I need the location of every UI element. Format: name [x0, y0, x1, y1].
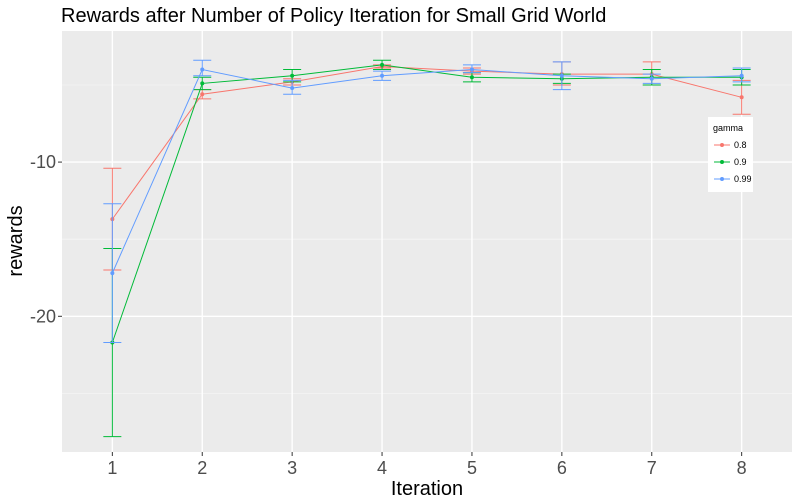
- x-tick-label: 3: [287, 458, 297, 478]
- plot-panel: [62, 31, 792, 452]
- series-line: [111, 68, 742, 274]
- data-point: [380, 73, 385, 78]
- data-point: [290, 73, 295, 78]
- axis-ticks: [58, 161, 743, 456]
- series-line: [111, 65, 742, 220]
- x-tick-label: 5: [467, 458, 477, 478]
- legend-title: gamma: [713, 123, 743, 133]
- data-point: [649, 76, 654, 81]
- data-point: [380, 62, 385, 67]
- legend-label: 0.9: [734, 157, 747, 167]
- data-point: [469, 75, 474, 80]
- data-point: [200, 67, 205, 72]
- x-tick-labels: 1 2 3 4 5 6 7 8: [107, 458, 746, 478]
- x-axis-title: Iteration: [391, 478, 463, 500]
- legend-items: 0.8 0.9 0.99: [714, 140, 752, 184]
- y-tick-label: -10: [30, 152, 56, 172]
- x-tick-label: 6: [557, 458, 567, 478]
- x-tick-label: 1: [107, 458, 117, 478]
- y-tick-labels: -10 -20: [30, 152, 56, 326]
- data-point: [200, 81, 205, 86]
- legend-key-point: [720, 160, 724, 164]
- series-0.99: [103, 59, 751, 344]
- legend-label: 0.8: [734, 140, 747, 150]
- x-tick-label: 8: [737, 458, 747, 478]
- legend: gamma 0.8 0.9 0.99: [708, 117, 753, 192]
- x-tick-label: 4: [377, 458, 387, 478]
- legend-item-0.8: 0.8: [714, 140, 747, 150]
- data-point: [559, 73, 564, 78]
- legend-item-0.99: 0.99: [714, 174, 752, 184]
- x-tick-label: 7: [647, 458, 657, 478]
- x-tick-label: 2: [197, 458, 207, 478]
- chart-title: Rewards after Number of Policy Iteration…: [61, 5, 606, 27]
- data-point: [200, 92, 205, 97]
- data-point: [290, 86, 295, 91]
- series-line: [111, 64, 742, 343]
- y-axis-title: rewards: [5, 205, 27, 276]
- legend-item-0.9: 0.9: [714, 157, 747, 167]
- data-point: [469, 67, 474, 72]
- data-point: [110, 271, 115, 276]
- y-tick-label: -20: [30, 306, 56, 326]
- legend-key-point: [720, 177, 724, 181]
- data-point: [739, 95, 744, 100]
- legend-label: 0.99: [734, 174, 752, 184]
- series-layer: [103, 59, 751, 438]
- legend-key-point: [720, 143, 724, 147]
- data-point: [739, 73, 744, 78]
